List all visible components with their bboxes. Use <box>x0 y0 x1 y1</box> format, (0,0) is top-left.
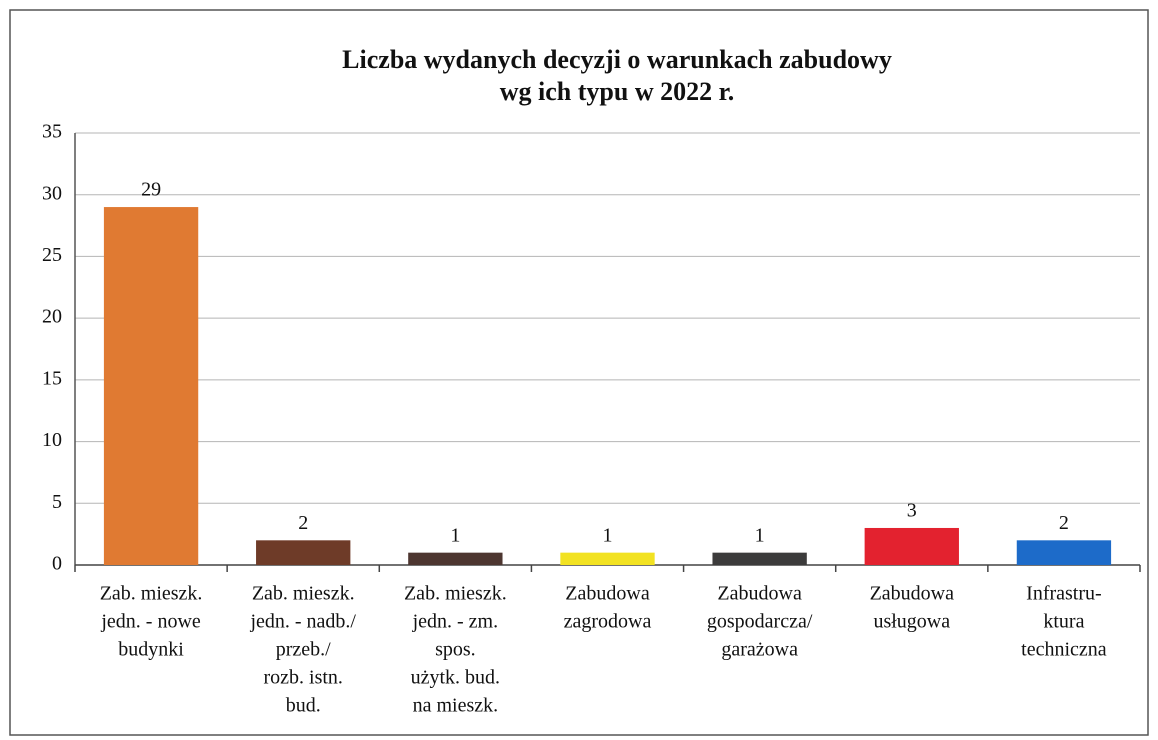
x-tick-label: budynki <box>118 639 184 661</box>
x-tick-label: na mieszk. <box>413 695 499 717</box>
x-tick-label: spos. <box>435 639 476 661</box>
bar <box>103 207 199 566</box>
y-tick-label: 25 <box>42 244 62 266</box>
x-tick-label: zagrodowa <box>564 611 652 633</box>
y-tick-label: 0 <box>52 553 62 575</box>
data-label: 1 <box>603 524 613 546</box>
x-tick-label: usługowa <box>873 611 950 633</box>
x-tick-label: Zabudowa <box>870 583 955 605</box>
bar <box>408 552 503 565</box>
x-tick-label: przeb./ <box>276 639 331 661</box>
y-tick-label: 10 <box>42 429 62 451</box>
x-tick-label: garażowa <box>721 639 798 661</box>
data-label: 1 <box>450 524 460 546</box>
x-tick-label: Zab. mieszk. <box>404 583 507 605</box>
chart-title: Liczba wydanych decyzji o warunkach zabu… <box>342 45 892 74</box>
bar <box>560 552 655 565</box>
y-tick-label: 30 <box>42 182 62 204</box>
x-tick-label: jedn. - nadb./ <box>249 611 356 633</box>
data-label: 2 <box>1059 512 1069 534</box>
y-tick-label: 15 <box>42 367 62 389</box>
y-tick-label: 35 <box>42 121 62 143</box>
chart-title: wg ich typu w 2022 r. <box>500 77 735 106</box>
x-tick-label: Zab. mieszk. <box>100 583 203 605</box>
data-label: 2 <box>298 512 308 534</box>
x-tick-label: techniczna <box>1021 639 1107 661</box>
data-label: 3 <box>907 500 917 522</box>
x-tick-label: Zab. mieszk. <box>252 583 355 605</box>
bar <box>712 552 807 565</box>
x-tick-label: gospodarcza/ <box>707 611 813 633</box>
x-tick-label: bud. <box>286 695 321 717</box>
data-label: 1 <box>755 524 765 546</box>
x-tick-label: Zabudowa <box>717 583 802 605</box>
y-tick-label: 20 <box>42 306 62 328</box>
x-tick-label: użytk. bud. <box>411 667 500 689</box>
data-label: 29 <box>141 179 161 201</box>
chart-frame <box>9 9 1149 736</box>
x-tick-label: jedn. - zm. <box>412 611 499 633</box>
bar <box>256 540 351 565</box>
x-tick-label: rozb. istn. <box>263 667 342 689</box>
x-tick-label: jedn. - nowe <box>100 611 201 633</box>
bar <box>1016 540 1112 565</box>
x-tick-label: ktura <box>1043 611 1084 633</box>
y-tick-label: 5 <box>52 491 62 513</box>
x-tick-label: Zabudowa <box>565 583 650 605</box>
bar <box>864 527 959 565</box>
x-tick-label: Infrastru- <box>1026 583 1102 605</box>
